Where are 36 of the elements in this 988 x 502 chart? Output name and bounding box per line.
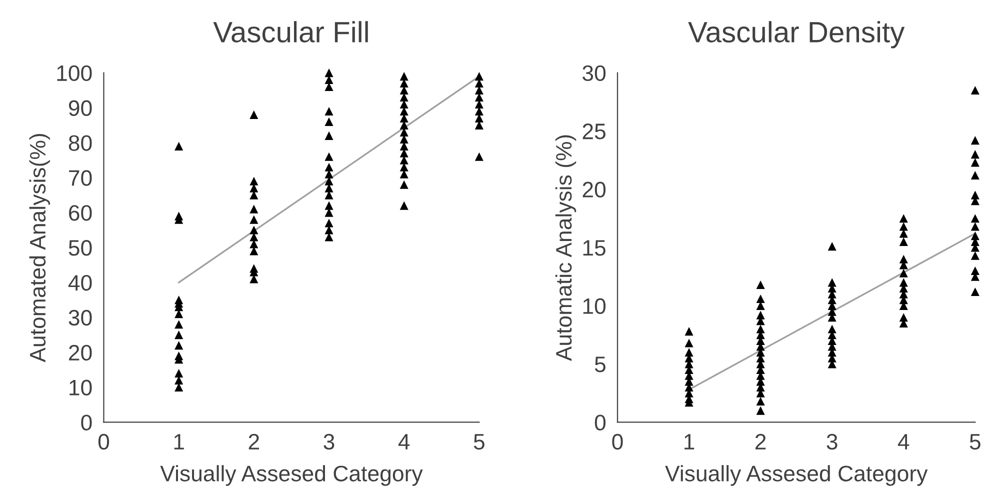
y-tick-label: 60 (69, 205, 92, 221)
y-tick-label: 15 (583, 240, 606, 256)
y-tick-label: 100 (57, 65, 92, 82)
x-tick-label: 5 (474, 434, 484, 450)
x-tick-label: 4 (898, 434, 910, 450)
y-tick-label: 0 (81, 414, 92, 430)
x-tick-label: 3 (826, 434, 838, 450)
y-tick-label: 30 (582, 65, 606, 82)
y-tick-label: 10 (583, 298, 606, 314)
y-tick-label: 10 (70, 380, 92, 396)
y-axis-title: Automatic Analysis (%) (555, 135, 576, 362)
x-tick-label: 0 (612, 434, 623, 450)
y-tick-label: 0 (594, 414, 606, 430)
chart-title: Vascular Fill (213, 21, 368, 43)
x-tick-label: 1 (684, 434, 694, 450)
y-tick-label: 90 (68, 100, 92, 116)
y-tick-label: 30 (68, 310, 92, 326)
y-tick-label: 5 (594, 356, 606, 372)
y-tick-label: 70 (69, 170, 92, 186)
x-tick-label: 4 (398, 434, 410, 450)
y-tick-label: 25 (582, 124, 606, 140)
y-tick-label: 80 (68, 135, 92, 151)
y-tick-label: 20 (582, 182, 606, 198)
chart-title: Vascular Density (688, 21, 905, 48)
x-tick-label: 3 (324, 434, 334, 450)
x-axis-title: Visually Assesed Category (160, 465, 423, 486)
x-tick-label: 0 (98, 434, 110, 450)
y-tick-label: 40 (68, 274, 92, 291)
x-tick-label: 5 (970, 434, 980, 450)
x-tick-label: 2 (756, 434, 766, 450)
x-axis-title: Visually Assesed Category (665, 465, 928, 486)
y-tick-label: 20 (69, 344, 92, 361)
x-tick-label: 2 (248, 434, 259, 450)
y-axis-title: Automated Analysis(%) (29, 134, 50, 362)
y-tick-label: 50 (68, 240, 92, 256)
x-tick-label: 1 (174, 434, 184, 450)
